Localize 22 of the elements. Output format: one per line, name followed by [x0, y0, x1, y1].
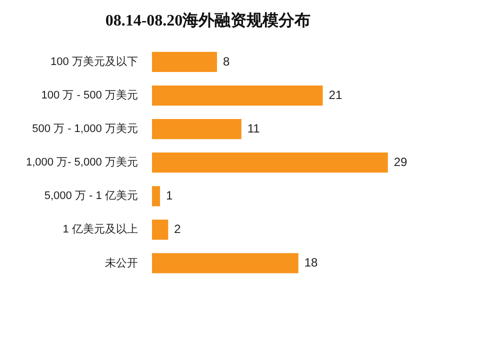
data-label: 1 — [166, 188, 174, 202]
data-label: 21 — [328, 88, 342, 102]
data-label: 2 — [174, 222, 182, 236]
bar — [152, 85, 323, 106]
y-tick-label: 5,000 万 - 1 亿美元 — [44, 189, 138, 202]
bar — [152, 220, 168, 240]
y-tick-label: 1,000 万- 5,000 万美元 — [26, 156, 138, 169]
y-tick-label: 100 万美元及以下 — [50, 55, 138, 68]
y-tick-label: 100 万 - 500 万美元 — [41, 88, 138, 102]
data-label: 8 — [222, 54, 230, 68]
data-label: 29 — [394, 154, 408, 169]
bar — [152, 152, 388, 173]
data-label: 11 — [247, 121, 260, 136]
bar — [152, 52, 217, 72]
bar — [152, 253, 298, 274]
y-tick-label: 500 万 - 1,000 万美元 — [32, 122, 138, 136]
y-tick-label: 未公开 — [104, 256, 138, 270]
y-tick-label: 1 亿美元及以上 — [62, 222, 138, 236]
data-label: 18 — [304, 256, 318, 270]
bar — [152, 186, 160, 206]
bar — [152, 118, 242, 140]
chart-title: 08.14-08.20海外融资规模分布 — [105, 12, 311, 30]
